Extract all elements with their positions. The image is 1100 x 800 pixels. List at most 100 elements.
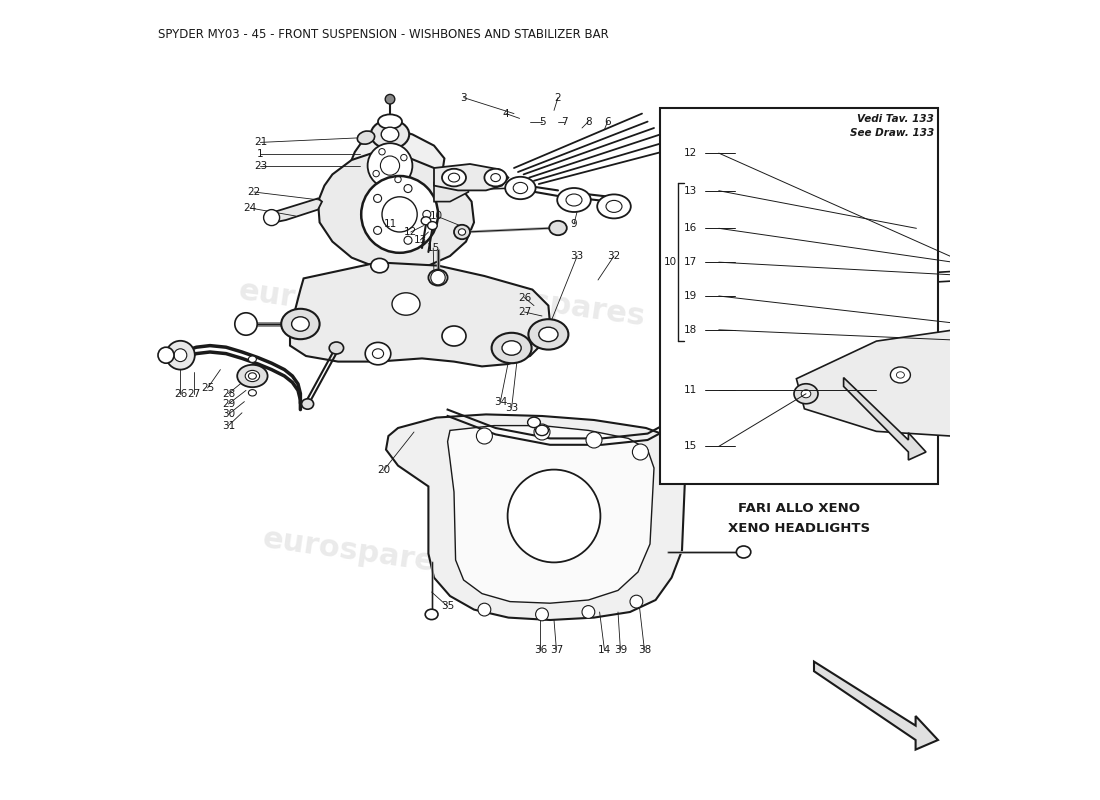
Polygon shape	[448, 426, 654, 603]
Ellipse shape	[890, 367, 911, 383]
Ellipse shape	[896, 372, 904, 378]
Polygon shape	[270, 198, 322, 222]
Ellipse shape	[1072, 379, 1080, 386]
Text: 18: 18	[684, 325, 697, 335]
Text: 26: 26	[174, 389, 187, 398]
Text: 4: 4	[503, 109, 509, 118]
Text: 17: 17	[684, 257, 697, 267]
Circle shape	[632, 444, 648, 460]
Text: 11: 11	[384, 219, 397, 229]
Ellipse shape	[249, 356, 256, 362]
Text: 13: 13	[684, 186, 697, 196]
Text: eurospares: eurospares	[469, 524, 663, 580]
Ellipse shape	[392, 293, 420, 315]
Circle shape	[264, 210, 279, 226]
Circle shape	[367, 143, 412, 188]
Text: 2: 2	[554, 93, 561, 102]
Text: 6: 6	[604, 117, 611, 126]
Ellipse shape	[597, 194, 630, 218]
Circle shape	[382, 197, 417, 232]
Text: 25: 25	[201, 383, 214, 393]
Text: 14: 14	[597, 645, 611, 654]
Polygon shape	[434, 164, 508, 190]
Circle shape	[431, 270, 446, 285]
Circle shape	[385, 94, 395, 104]
Text: 35: 35	[441, 602, 454, 611]
Polygon shape	[814, 662, 938, 750]
Circle shape	[404, 185, 412, 193]
Text: 39: 39	[614, 645, 627, 654]
Text: 29: 29	[222, 399, 235, 409]
Ellipse shape	[426, 610, 438, 619]
Text: eurospares: eurospares	[453, 276, 647, 332]
Text: 12: 12	[404, 227, 417, 237]
Ellipse shape	[536, 426, 549, 435]
Ellipse shape	[428, 222, 437, 230]
Text: 34: 34	[494, 397, 507, 406]
Ellipse shape	[442, 169, 466, 186]
Ellipse shape	[566, 194, 582, 206]
Ellipse shape	[382, 127, 399, 142]
Text: 10: 10	[430, 211, 443, 221]
FancyBboxPatch shape	[660, 108, 938, 484]
Text: 16: 16	[684, 223, 697, 234]
Text: 28: 28	[222, 389, 235, 398]
Text: eurospares: eurospares	[261, 524, 455, 580]
Circle shape	[374, 194, 382, 202]
Text: 8: 8	[585, 117, 592, 126]
Text: eurospares: eurospares	[236, 276, 431, 332]
Polygon shape	[349, 130, 444, 204]
Ellipse shape	[736, 546, 751, 558]
Text: FARI ALLO XENO: FARI ALLO XENO	[738, 502, 860, 514]
Text: 5: 5	[539, 117, 546, 126]
Text: 38: 38	[638, 645, 651, 654]
Ellipse shape	[282, 309, 320, 339]
Polygon shape	[844, 378, 926, 460]
Circle shape	[586, 432, 602, 448]
Ellipse shape	[484, 169, 507, 186]
Ellipse shape	[502, 341, 521, 355]
Text: 7: 7	[561, 117, 568, 126]
Ellipse shape	[238, 365, 267, 387]
Text: 21: 21	[254, 138, 267, 147]
Ellipse shape	[365, 342, 390, 365]
Text: 27: 27	[187, 389, 200, 398]
Text: 19: 19	[684, 291, 697, 301]
Ellipse shape	[794, 384, 818, 404]
Text: 31: 31	[222, 421, 235, 430]
Text: 36: 36	[534, 645, 547, 654]
Circle shape	[582, 606, 595, 618]
Circle shape	[381, 156, 399, 175]
Ellipse shape	[428, 270, 448, 286]
Polygon shape	[290, 262, 550, 366]
Circle shape	[422, 210, 431, 218]
Ellipse shape	[371, 258, 388, 273]
Circle shape	[630, 595, 642, 608]
Polygon shape	[318, 152, 474, 270]
Ellipse shape	[371, 120, 409, 149]
Text: Vedi Tav. 133: Vedi Tav. 133	[857, 114, 934, 124]
Ellipse shape	[421, 217, 431, 225]
Text: 15: 15	[427, 243, 440, 253]
Ellipse shape	[528, 319, 569, 350]
Ellipse shape	[329, 342, 343, 354]
Ellipse shape	[492, 333, 531, 363]
Text: 30: 30	[222, 410, 235, 419]
Circle shape	[166, 341, 195, 370]
Ellipse shape	[606, 200, 621, 212]
Ellipse shape	[373, 349, 384, 358]
Polygon shape	[386, 414, 686, 620]
Ellipse shape	[301, 399, 314, 409]
Circle shape	[536, 608, 549, 621]
Circle shape	[374, 226, 382, 234]
Text: 13: 13	[414, 235, 427, 245]
Text: 23: 23	[254, 162, 267, 171]
Ellipse shape	[549, 221, 566, 235]
Text: See Draw. 133: See Draw. 133	[849, 128, 934, 138]
Ellipse shape	[491, 174, 501, 182]
Ellipse shape	[249, 390, 256, 396]
Text: 11: 11	[684, 385, 697, 395]
Ellipse shape	[459, 229, 465, 235]
Circle shape	[174, 349, 187, 362]
Ellipse shape	[249, 373, 256, 379]
